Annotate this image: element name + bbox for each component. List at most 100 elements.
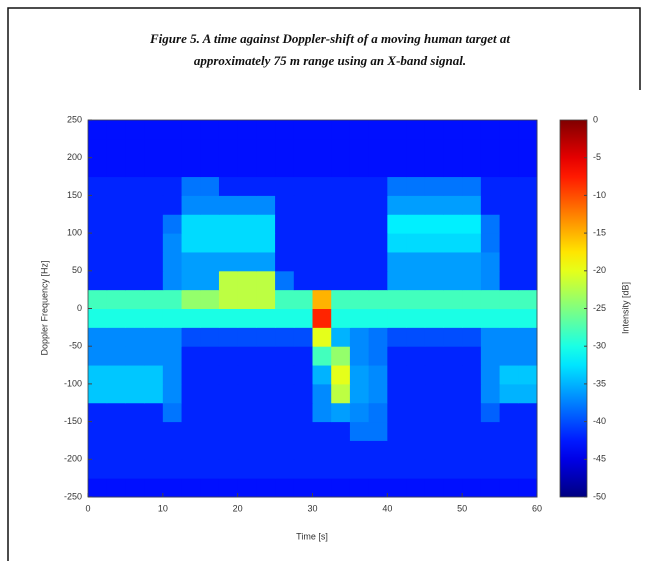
heat-cell — [349, 421, 370, 441]
heat-cell — [387, 289, 407, 309]
heat-cell — [106, 346, 126, 366]
heat-cell — [406, 289, 426, 309]
heat-cell — [312, 346, 332, 366]
heat-cell — [256, 346, 276, 366]
heat-cell — [237, 327, 257, 347]
heat-cell — [106, 459, 126, 479]
heat-cell — [125, 270, 145, 291]
heat-cell — [218, 365, 239, 385]
heat-cell — [88, 365, 108, 385]
heat-cell — [256, 478, 276, 498]
heat-cell — [275, 421, 295, 441]
heat-cell — [499, 270, 519, 291]
heat-cell — [200, 478, 220, 498]
heat-cell — [406, 233, 426, 253]
heat-cell — [499, 214, 519, 234]
heat-cell — [368, 120, 388, 140]
heat-cell — [424, 251, 444, 272]
heat-cell — [237, 195, 257, 215]
heat-cell — [275, 365, 295, 385]
heat-cell — [200, 346, 220, 366]
colorbar-tick-label: -20 — [593, 265, 606, 275]
heat-cell — [349, 157, 370, 178]
heat-cell — [181, 308, 201, 328]
heat-cell — [256, 251, 276, 272]
x-tick-label: 20 — [233, 503, 243, 513]
chart-title: approximately 75 m range using an X-band… — [194, 53, 466, 68]
heat-cell — [275, 327, 295, 347]
heat-cell — [125, 365, 145, 385]
heat-cell — [462, 365, 482, 385]
heat-cell — [144, 289, 164, 309]
heat-cell — [106, 214, 126, 234]
heat-cell — [218, 421, 239, 441]
heat-cell — [275, 289, 295, 309]
heat-cell — [200, 214, 220, 234]
heat-cell — [106, 195, 126, 215]
colorbar-tick-label: -25 — [593, 303, 606, 313]
heat-cell — [443, 214, 463, 234]
heat-cell — [518, 478, 538, 498]
heat-cell — [312, 402, 332, 423]
heat-cell — [237, 138, 257, 159]
heat-cell — [462, 402, 482, 423]
colorbar-tick-label: -5 — [593, 152, 601, 162]
heat-cell — [293, 176, 313, 196]
heat-cell — [406, 440, 426, 460]
heat-cell — [368, 233, 388, 253]
heat-cell — [275, 176, 295, 196]
heat-cell — [518, 251, 538, 272]
heat-cell — [462, 270, 482, 291]
heat-cell — [106, 120, 126, 140]
heat-cell — [368, 138, 388, 159]
heat-cell — [424, 365, 444, 385]
heat-cell — [237, 402, 257, 423]
heat-cell — [387, 421, 407, 441]
heat-cell — [387, 402, 407, 423]
heat-cell — [218, 233, 239, 253]
heat-cell — [462, 383, 482, 404]
heat-cell — [162, 270, 183, 291]
heat-cell — [480, 233, 501, 253]
heat-cell — [368, 327, 388, 347]
heat-cell — [88, 157, 108, 178]
heat-cell — [218, 289, 239, 309]
heat-cell — [368, 308, 388, 328]
heat-cell — [162, 478, 183, 498]
heat-cell — [312, 440, 332, 460]
heat-cell — [275, 346, 295, 366]
heat-cell — [349, 346, 370, 366]
heat-cell — [443, 308, 463, 328]
x-tick-label: 40 — [382, 503, 392, 513]
heat-cell — [106, 157, 126, 178]
heat-cell — [218, 478, 239, 498]
heat-cell — [218, 251, 239, 272]
heat-cell — [518, 233, 538, 253]
heat-cell — [424, 327, 444, 347]
heat-cell — [237, 270, 257, 291]
heat-cell — [499, 421, 519, 441]
heat-cell — [387, 195, 407, 215]
heat-cell — [387, 365, 407, 385]
heat-cell — [518, 421, 538, 441]
heat-cell — [106, 308, 126, 328]
heat-cell — [256, 365, 276, 385]
heat-cell — [368, 365, 388, 385]
heat-cell — [144, 365, 164, 385]
y-tick-label: -150 — [64, 416, 82, 426]
heat-cell — [162, 120, 183, 140]
heat-cell — [518, 365, 538, 385]
heat-cell — [518, 138, 538, 159]
heat-cell — [293, 289, 313, 309]
heat-cell — [200, 383, 220, 404]
heat-cell — [125, 478, 145, 498]
heat-cell — [443, 195, 463, 215]
heat-cell — [499, 440, 519, 460]
heat-cell — [462, 440, 482, 460]
heat-cell — [218, 176, 239, 196]
x-axis-label: Time [s] — [296, 531, 328, 541]
heat-cell — [125, 383, 145, 404]
heat-cell — [443, 346, 463, 366]
heat-cell — [499, 365, 519, 385]
